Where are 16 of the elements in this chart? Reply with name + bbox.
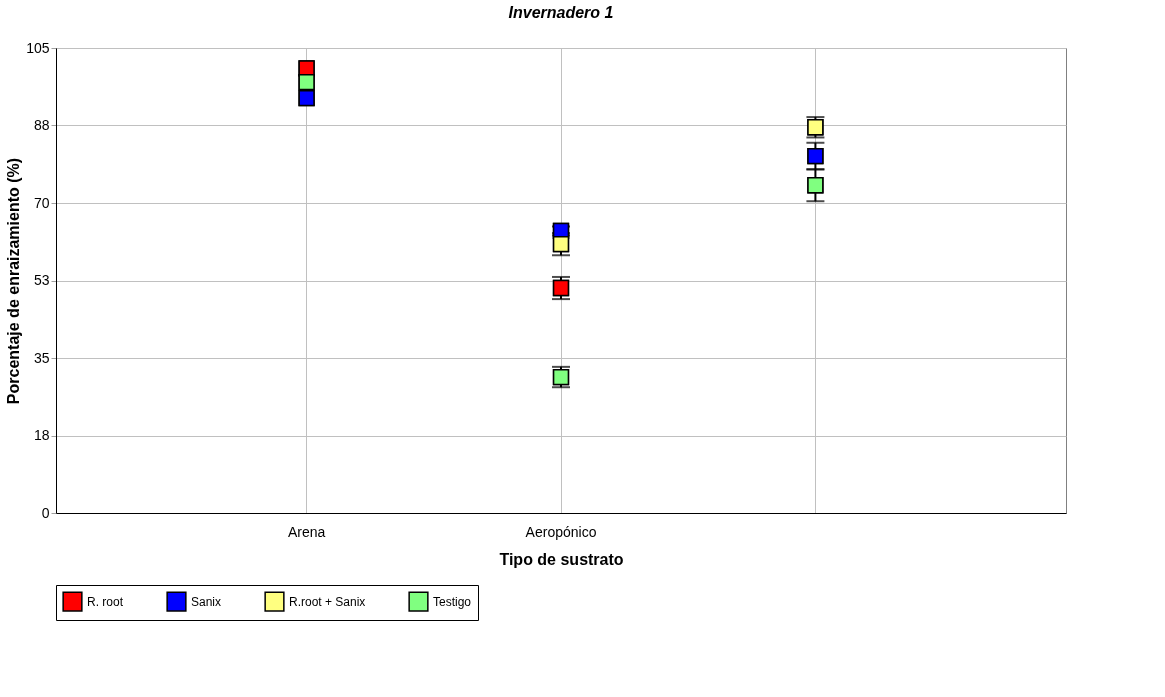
y-tick-label: 53 [33, 272, 50, 288]
y-tick-label: 35 [33, 349, 50, 366]
x-axis-title: Tipo de sustrato [499, 550, 624, 568]
legend-label: R.root + Sanix [289, 594, 366, 609]
y-axis-title: Porcentaje de enraizamiento (%) [5, 157, 23, 405]
x-tick-label: Arena [287, 523, 326, 540]
y-tick-label: 88 [33, 117, 50, 133]
y-tick-label: 70 [33, 194, 50, 211]
legend-label: Sanix [191, 594, 222, 609]
legend-label: Testigo [433, 594, 472, 609]
chart-title: Invernadero 1 [508, 4, 614, 21]
y-tick-label: 18 [33, 427, 50, 443]
x-tick-label: Aeropónico [525, 523, 597, 540]
y-tick-label: 0 [41, 504, 50, 521]
y-tick-label: 105 [26, 39, 50, 56]
legend-label: R. root [87, 594, 124, 609]
